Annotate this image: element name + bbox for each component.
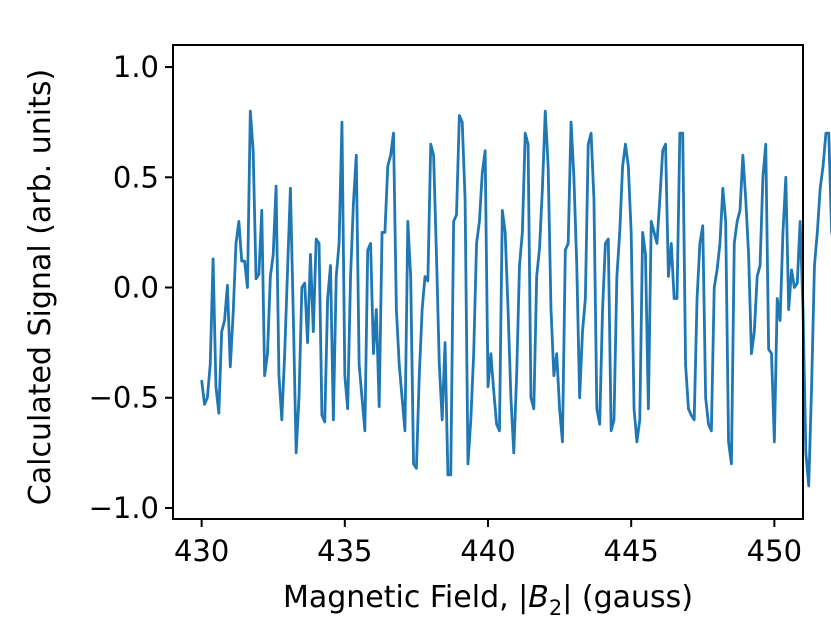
x-axis-label-symbol: B	[528, 580, 549, 615]
y-tick-label: 0.5	[113, 160, 159, 194]
y-tick-label: −1.0	[89, 491, 159, 525]
x-axis: 430 435 440 445 450	[174, 519, 802, 568]
x-tick-label: 440	[460, 534, 515, 568]
y-axis-label: Calculated Signal (arb. units)	[23, 69, 58, 505]
y-axis: 1.0 0.5 0.0 −0.5 −1.0	[89, 50, 173, 525]
x-tick-label: 430	[174, 534, 229, 568]
x-axis-label-suffix: | (gauss)	[562, 580, 693, 615]
x-tick-label: 445	[604, 534, 659, 568]
x-axis-label: Magnetic Field, |B2| (gauss)	[283, 580, 693, 620]
x-axis-label-prefix: Magnetic Field, |	[283, 580, 528, 615]
x-tick-label: 435	[317, 534, 372, 568]
y-tick-label: 0.0	[113, 271, 159, 305]
plot-area	[200, 109, 831, 488]
series-line-0	[200, 109, 831, 488]
x-axis-label-subscript: 2	[549, 596, 562, 620]
x-tick-label: 450	[747, 534, 802, 568]
y-tick-label: 1.0	[113, 50, 159, 84]
y-tick-label: −0.5	[89, 381, 159, 415]
